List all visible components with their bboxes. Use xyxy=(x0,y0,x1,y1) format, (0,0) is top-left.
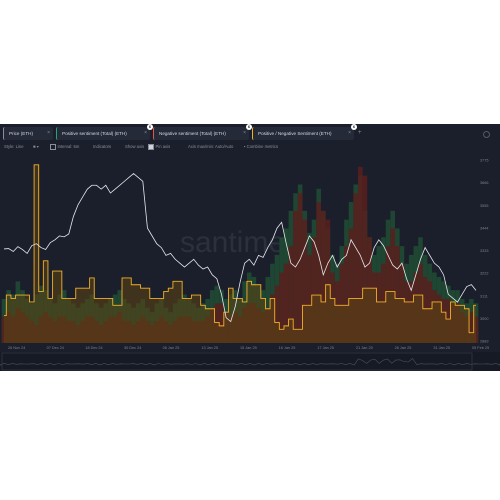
negative-bar xyxy=(293,210,298,343)
negative-bar xyxy=(219,303,224,343)
axis-max-min-dropdown[interactable]: Axis max/min: Auto/Auto xyxy=(188,144,234,149)
x-tick-label: 16 Jan 25 xyxy=(279,346,296,350)
x-tick-label: 15 Jan 25 xyxy=(240,346,257,350)
x-tick-label: 30 Dec 24 xyxy=(124,346,141,350)
x-tick-label: 18 Dec 24 xyxy=(85,346,102,350)
x-tick-label: 13 Jan 25 xyxy=(201,346,218,350)
calendar-icon xyxy=(50,144,56,150)
color-swatch-icon[interactable]: ■ ▾ xyxy=(33,144,39,149)
combine-metrics-button[interactable]: ▪ Combine metrics xyxy=(244,144,279,149)
tab-negative-sentiment[interactable]: Negative sentiment (Total) (ETH) × 6 xyxy=(153,124,252,140)
x-tick-label: 26 Jan 25 xyxy=(395,346,412,350)
close-icon[interactable]: × xyxy=(47,130,50,136)
x-tick-label: 17 Jan 25 xyxy=(317,346,334,350)
tab-ratio-badge: 6 xyxy=(351,124,357,130)
y-tick-label: 3775 xyxy=(480,159,488,163)
chart-panel: Price (ETH) × Positive sentiment (Total)… xyxy=(0,124,500,371)
add-tab-button[interactable]: + xyxy=(358,130,362,136)
close-icon[interactable]: × xyxy=(243,130,246,136)
negative-bar xyxy=(311,237,317,343)
x-tick-label: 07 Dec 24 xyxy=(47,346,64,350)
indicators-dropdown[interactable]: Indicators xyxy=(93,144,112,149)
range-navigator[interactable] xyxy=(0,352,500,371)
show-axis-label: Show axis xyxy=(125,144,145,149)
navigator-track xyxy=(0,352,500,371)
y-tick-label: 3111 xyxy=(480,294,488,298)
negative-bar xyxy=(274,285,280,343)
y-tick-label: 3555 xyxy=(480,204,488,208)
y-tick-label: 3000 xyxy=(480,317,488,321)
y-tick-label: 3222 xyxy=(480,272,488,276)
negative-bar xyxy=(302,219,308,343)
style-dropdown[interactable]: Style: Line xyxy=(4,144,24,149)
ratio-series xyxy=(4,164,476,343)
negative-bar xyxy=(288,246,294,343)
tab-positive-label: Positive sentiment (Total) (ETH) xyxy=(62,131,127,136)
negative-bar xyxy=(325,219,331,343)
negative-bar xyxy=(283,263,289,343)
pin-axis-label: Pin axis xyxy=(155,144,171,149)
tab-positive-sentiment[interactable]: Positive sentiment (Total) (ETH) × 6 xyxy=(56,124,153,140)
checkbox-icon xyxy=(148,144,154,150)
negative-bar xyxy=(321,210,326,343)
settings-icon[interactable] xyxy=(483,131,490,138)
x-tick-label: 21 Jan 25 xyxy=(356,346,373,350)
y-axis: 3775 3666 3555 3444 3333 3222 3111 3000 2889 xyxy=(480,159,488,344)
y-tick-label: 3666 xyxy=(480,181,488,185)
chart-plot[interactable]: santiment 377536663555344433333222311130… xyxy=(0,152,500,371)
price-series xyxy=(3,173,477,323)
negative-bar xyxy=(348,228,354,343)
x-tick-label: 05 Feb 25 xyxy=(472,346,489,350)
tab-negative-badge: 6 xyxy=(246,124,252,130)
navigator-line xyxy=(0,358,500,366)
x-tick-label: 26 Nov 24 xyxy=(8,346,25,350)
interval-label: Interval: 5m xyxy=(57,144,80,149)
x-tick-label: 06 Jan 25 xyxy=(163,346,180,350)
price-line xyxy=(3,173,477,323)
y-tick-label: 3444 xyxy=(480,226,488,230)
negative-bar xyxy=(307,254,312,343)
tab-ratio-sentiment[interactable]: Positive / Negative Sentiment (ETH) × 6 xyxy=(252,124,357,140)
negative-bar xyxy=(297,193,303,343)
tab-negative-label: Negative sentiment (Total) (ETH) xyxy=(159,131,226,136)
negative-bar xyxy=(316,202,321,343)
interval-dropdown[interactable]: Interval: 5m xyxy=(50,142,79,152)
negative-bar xyxy=(353,193,358,343)
tab-price[interactable]: Price (ETH) × xyxy=(3,127,53,140)
show-axis-toggle[interactable]: Show axis xyxy=(125,142,144,152)
negative-bar xyxy=(362,175,368,343)
negative-bar xyxy=(279,272,284,343)
y-tick-label: 2889 xyxy=(480,340,488,344)
tab-positive-badge: 6 xyxy=(147,124,153,130)
negative-bar xyxy=(339,263,345,343)
close-icon[interactable]: × xyxy=(348,130,351,136)
negative-bar xyxy=(395,246,400,343)
combine-label: Combine metrics xyxy=(246,144,279,149)
tab-ratio-label: Positive / Negative Sentiment (ETH) xyxy=(258,131,332,136)
negative-bar xyxy=(344,246,349,343)
x-tick-label: 31 Jan 25 xyxy=(433,346,450,350)
metric-tabs: Price (ETH) × Positive sentiment (Total)… xyxy=(0,124,500,141)
negative-bar xyxy=(469,312,474,343)
ratio-line xyxy=(4,164,476,334)
y-tick-label: 3333 xyxy=(480,249,488,253)
close-icon[interactable]: × xyxy=(144,130,147,136)
pin-axis-toggle[interactable]: Pin axis xyxy=(148,142,170,152)
navigator-window xyxy=(1,352,473,371)
negative-bar xyxy=(390,228,395,343)
chart-toolbar: Style: Line ■ ▾ Interval: 5m Indicators … xyxy=(0,142,500,152)
tab-price-label: Price (ETH) xyxy=(9,131,33,136)
x-axis: 26 Nov 24 07 Dec 24 18 Dec 24 30 Dec 24 06 J… xyxy=(8,346,489,350)
